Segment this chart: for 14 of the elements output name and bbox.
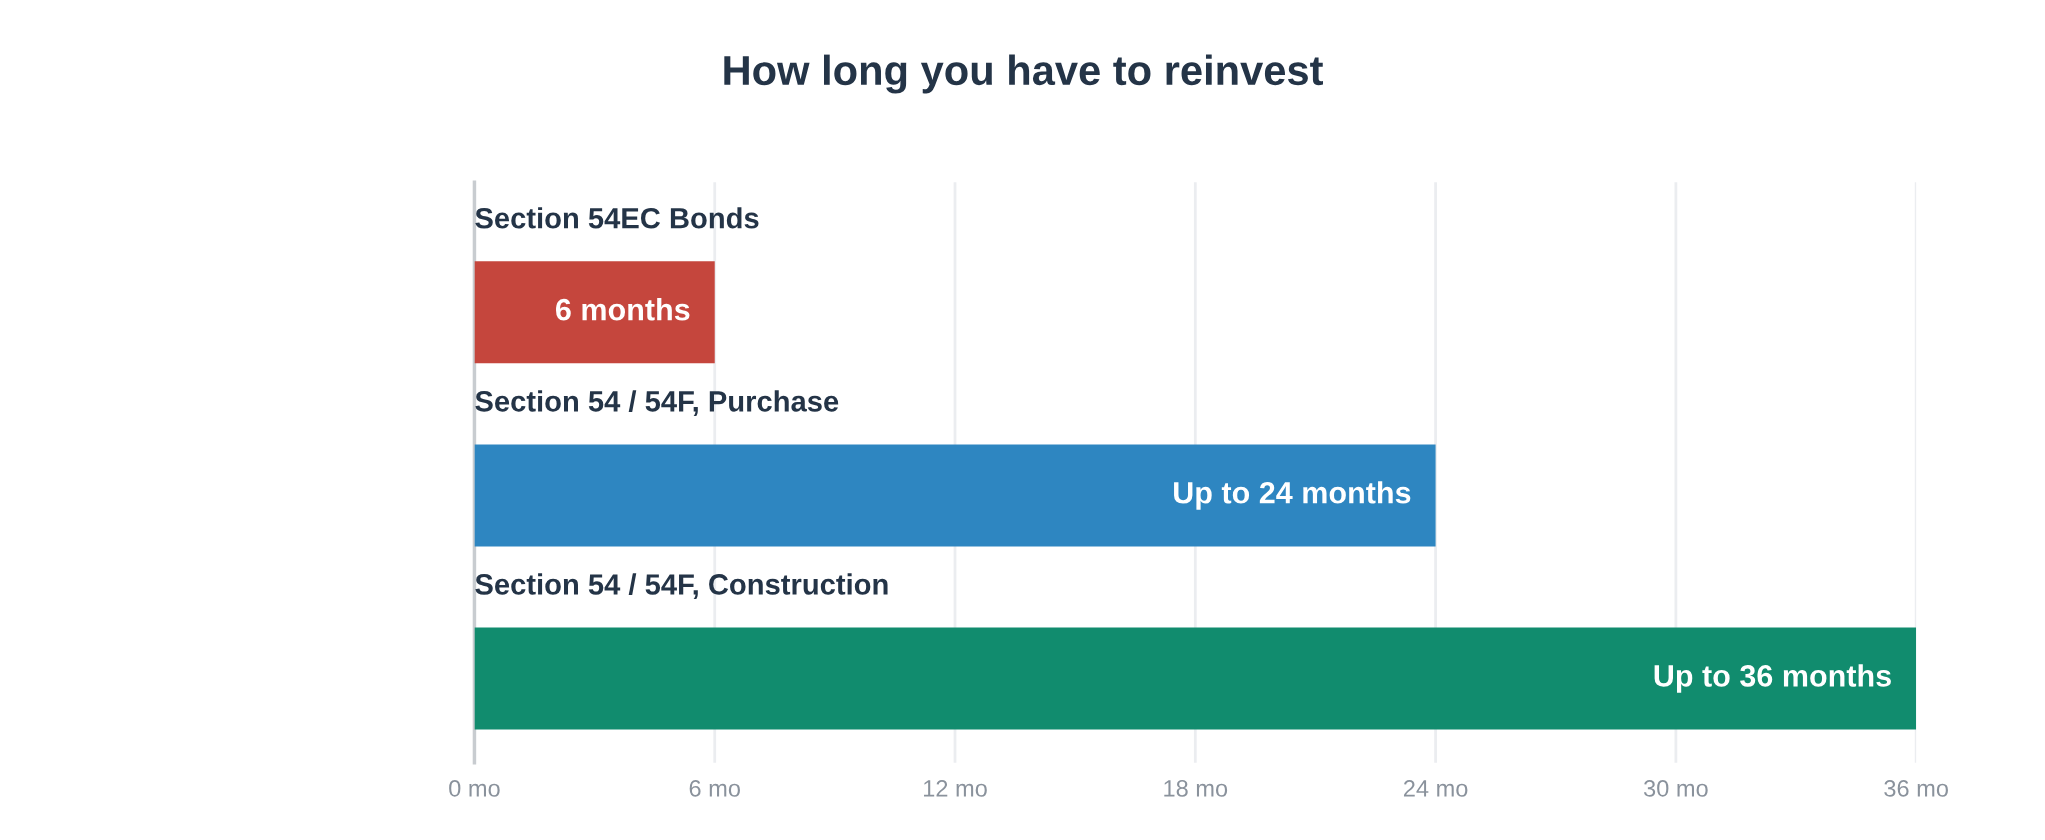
y-tick-label: Section 54EC Bonds <box>475 207 759 229</box>
chart-title: How long you have to reinvest <box>724 54 1323 94</box>
x-tick-label: 36 mo <box>1884 780 1948 797</box>
x-tick-label: 0 mo <box>449 780 500 797</box>
x-tick-label: 24 mo <box>1403 780 1468 797</box>
y-tick-label: Section 54 / 54F, Purchase <box>475 390 839 416</box>
y-tick-label: Section 54 / 54F, Construction <box>475 573 888 599</box>
data-label: Up to 36 months <box>1654 664 1891 693</box>
x-tick-label: 30 mo <box>1643 780 1708 797</box>
x-tick-label: 12 mo <box>924 780 987 797</box>
x-tick-label: 18 mo <box>1164 780 1228 797</box>
data-label: Up to 24 months <box>1174 481 1411 510</box>
x-tick-label: 6 mo <box>689 780 740 797</box>
data-label: 6 months <box>556 298 690 321</box>
